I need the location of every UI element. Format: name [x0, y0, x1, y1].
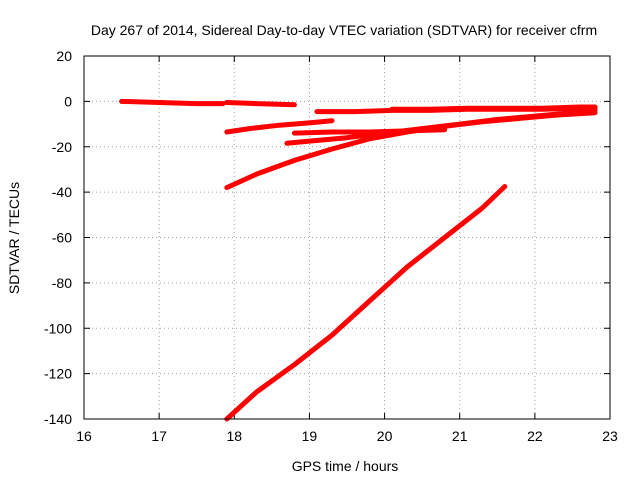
x-tick-label: 17: [151, 428, 167, 444]
y-tick-label: -120: [44, 366, 72, 382]
series-2-trace: [224, 100, 297, 108]
series-8-trace: [389, 104, 598, 112]
y-tick-label: -60: [52, 230, 72, 246]
x-tick-label: 16: [76, 428, 92, 444]
y-tick-label: 0: [64, 93, 72, 109]
x-tick-label: 19: [302, 428, 318, 444]
series-9-trace: [224, 184, 508, 422]
data-series: [119, 98, 598, 422]
series-5-trace: [284, 107, 598, 146]
x-tick-label: 20: [377, 428, 393, 444]
series-6-trace: [291, 127, 448, 136]
series-3-trace: [224, 118, 335, 135]
y-tick-label: 20: [56, 48, 72, 64]
plot-frame: [83, 55, 611, 420]
y-tick-labels: -140 -120 -100 -80 -60 -40 -20 0 20: [44, 48, 72, 427]
y-tick-label: -100: [44, 320, 72, 336]
series-1-trace: [119, 98, 226, 107]
x-tick-label: 22: [527, 428, 543, 444]
x-tick-label: 23: [602, 428, 618, 444]
y-axis-label: SDTVAR / TECUs: [6, 182, 22, 294]
x-tick-label: 18: [226, 428, 242, 444]
y-tick-label: -140: [44, 411, 72, 427]
x-axis-label: GPS time / hours: [292, 458, 399, 474]
chart-title: Day 267 of 2014, Sidereal Day-to-day VTE…: [91, 22, 597, 38]
x-tick-labels: 16 17 18 19 20 21 22 23: [76, 428, 618, 444]
y-tick-label: -20: [52, 139, 72, 155]
x-tick-label: 21: [452, 428, 468, 444]
y-tick-label: -40: [52, 184, 72, 200]
y-tick-label: -80: [52, 275, 72, 291]
